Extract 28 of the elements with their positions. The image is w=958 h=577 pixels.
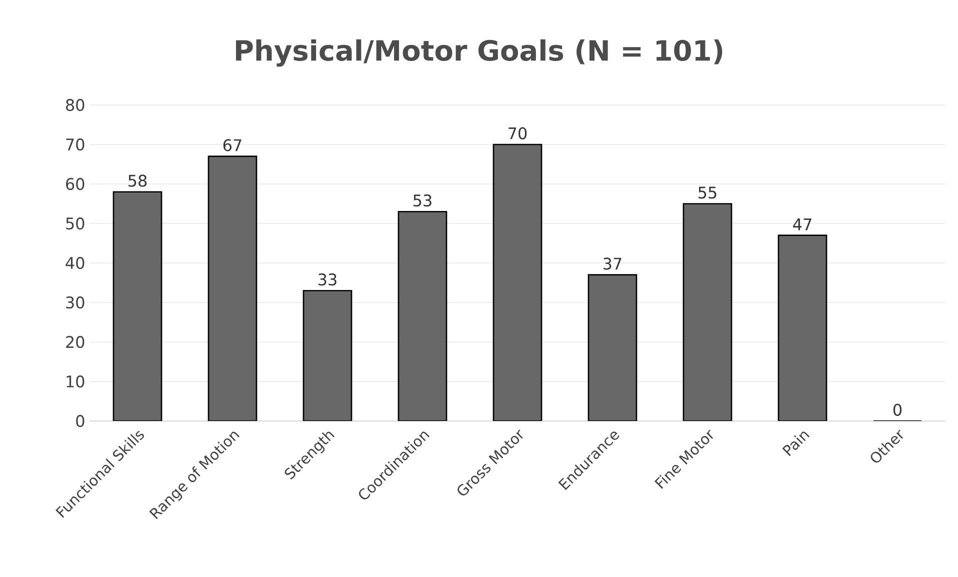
y-tick-label: 20 xyxy=(66,336,84,348)
data-label: 53 xyxy=(414,194,432,207)
chart-title: Physical/Motor Goals (N = 101) xyxy=(236,39,722,67)
data-label: 55 xyxy=(698,186,716,199)
y-tick-label: 70 xyxy=(66,138,84,151)
y-tick-label: 40 xyxy=(66,256,84,270)
data-label: 47 xyxy=(793,218,812,230)
data-label: 33 xyxy=(318,273,336,286)
bar xyxy=(112,191,162,421)
x-tick-label: Pain xyxy=(782,432,810,456)
data-label: 67 xyxy=(223,139,242,152)
bar xyxy=(682,203,732,421)
bar xyxy=(398,210,448,421)
data-label: 37 xyxy=(604,258,622,270)
bar xyxy=(492,144,542,421)
y-tick-label: 80 xyxy=(66,98,84,112)
data-label: 58 xyxy=(128,174,147,187)
y-tick-label: 60 xyxy=(66,178,84,190)
y-tick-label: 50 xyxy=(66,217,84,230)
y-tick-label: 10 xyxy=(66,375,84,388)
y-tick-label: 0 xyxy=(76,414,84,428)
bar xyxy=(778,234,828,421)
bar xyxy=(588,274,638,421)
bar xyxy=(208,156,258,421)
y-tick-label: 30 xyxy=(66,296,84,309)
bar xyxy=(302,290,352,421)
data-label: 70 xyxy=(508,127,527,140)
data-label: 0 xyxy=(893,404,902,416)
